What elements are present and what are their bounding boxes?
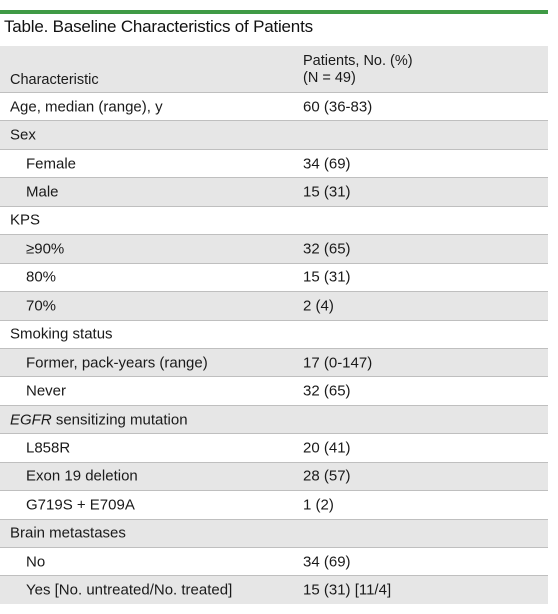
- row-label-italic: EGFR: [10, 411, 52, 429]
- row-label: Former, pack-years (range): [26, 354, 208, 372]
- row-label: Smoking status: [10, 325, 113, 343]
- row-label: KPS: [10, 211, 41, 229]
- table-row: Brain metastases: [0, 518, 548, 547]
- row-value: 20 (41): [303, 439, 351, 457]
- header-characteristic: Characteristic: [10, 72, 99, 88]
- table-row: 80% 15 (31): [0, 262, 548, 291]
- row-value: 15 (31): [303, 268, 351, 286]
- table-row: 70% 2 (4): [0, 291, 548, 320]
- table-row: Former, pack-years (range) 17 (0-147): [0, 347, 548, 377]
- row-label: EGFR sensitizing mutation: [10, 411, 188, 428]
- row-label: Age, median (range), y: [10, 98, 163, 116]
- row-value: 32 (65): [303, 382, 351, 400]
- row-value: 17 (0-147): [303, 354, 373, 372]
- row-label: Female: [26, 155, 77, 173]
- table-row: No 34 (69): [0, 547, 548, 575]
- header-patients: Patients, No. (%) (N = 49): [303, 53, 413, 87]
- top-rule: [0, 10, 548, 14]
- row-label: Exon 19 deletion: [26, 467, 138, 485]
- row-label: Brain metastases: [10, 524, 126, 542]
- row-value: 15 (31) [11/4]: [303, 581, 392, 599]
- baseline-table: Characteristic Patients, No. (%) (N = 49…: [0, 46, 548, 604]
- row-label: L858R: [26, 439, 71, 457]
- row-label: Never: [26, 382, 67, 400]
- table-row: Never 32 (65): [0, 376, 548, 404]
- row-value: 34 (69): [303, 553, 351, 571]
- table-header: Characteristic Patients, No. (%) (N = 49…: [0, 46, 548, 92]
- table-row: Age, median (range), y 60 (36-83): [0, 92, 548, 120]
- row-value: 1 (2): [303, 496, 334, 514]
- table-row: L858R 20 (41): [0, 433, 548, 461]
- row-label: ≥90%: [26, 240, 65, 258]
- table-row: Smoking status: [0, 319, 548, 348]
- table-row: Female 34 (69): [0, 148, 548, 177]
- header-patients-line2: (N = 49): [303, 70, 356, 86]
- row-value: 60 (36-83): [303, 98, 373, 116]
- table-row: Male 15 (31): [0, 177, 548, 206]
- table-row: G719S + E709A 1 (2): [0, 490, 548, 518]
- header-patients-line1: Patients, No. (%): [303, 53, 413, 69]
- table-row: Exon 19 deletion 28 (57): [0, 461, 548, 491]
- table-row: EGFR sensitizing mutation: [0, 404, 548, 434]
- table-row: Sex: [0, 120, 548, 149]
- row-label-rest: sensitizing mutation: [51, 411, 188, 429]
- table-row: ≥90% 32 (65): [0, 234, 548, 263]
- row-label: 80%: [26, 268, 57, 286]
- row-value: 34 (69): [303, 155, 351, 173]
- table-row: KPS: [0, 205, 548, 234]
- row-value: 2 (4): [303, 297, 334, 315]
- row-label: Sex: [10, 126, 36, 144]
- table-caption: Table. Baseline Characteristics of Patie…: [4, 17, 313, 36]
- table-row: Yes [No. untreated/No. treated] 15 (31) …: [0, 575, 548, 604]
- row-label: No: [26, 553, 46, 571]
- row-label: G719S + E709A: [26, 496, 135, 514]
- row-label: 70%: [26, 297, 57, 315]
- row-value: 15 (31): [303, 183, 351, 201]
- row-value: 28 (57): [303, 467, 351, 485]
- row-label: Yes [No. untreated/No. treated]: [26, 581, 233, 599]
- row-value: 32 (65): [303, 240, 351, 258]
- row-label: Male: [26, 183, 59, 201]
